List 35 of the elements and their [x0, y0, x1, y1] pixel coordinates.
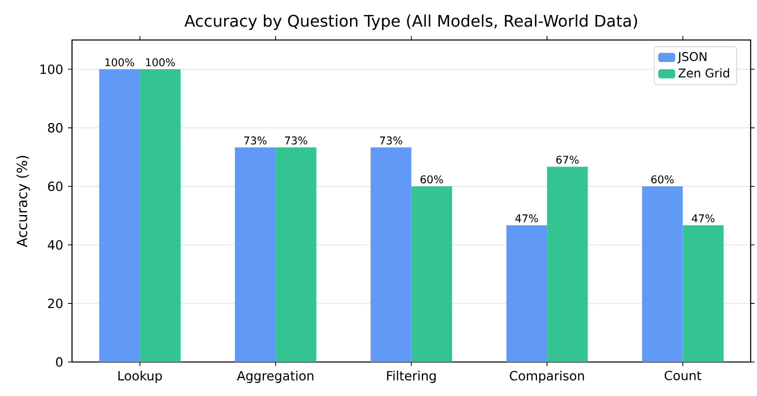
legend-label: Zen Grid: [678, 68, 730, 78]
x-tick-label: Lookup: [118, 370, 162, 383]
data-label: 60%: [651, 175, 674, 184]
y-tick-label: 0: [56, 357, 62, 367]
data-label: 100%: [105, 58, 134, 66]
bar: [99, 69, 140, 362]
bar: [682, 225, 724, 362]
legend-label: JSON: [677, 52, 706, 64]
chart-title: Accuracy by Question Type (All Models, Real-World Data): [184, 14, 638, 30]
data-label: 60%: [420, 175, 443, 184]
y-axis-title: Accuracy (%): [16, 156, 30, 248]
x-tick-label: Aggregation: [236, 370, 314, 383]
y-tick-label: 60: [48, 182, 62, 192]
data-label: 67%: [556, 156, 579, 164]
data-label: 100%: [146, 58, 175, 66]
x-tick-label: Count: [664, 370, 702, 380]
bar: [140, 69, 181, 362]
data-label: 73%: [244, 136, 266, 144]
data-label: 73%: [284, 136, 308, 144]
data-label: 47%: [515, 214, 538, 222]
bar: [276, 147, 316, 362]
data-label: 73%: [380, 136, 402, 144]
bar: [642, 186, 683, 362]
bar: [506, 225, 548, 362]
bar: [234, 147, 276, 362]
data-label: 47%: [692, 214, 714, 222]
x-tick-label: Filtering: [387, 370, 436, 383]
y-tick-label: 80: [48, 123, 62, 133]
bar: [370, 147, 412, 362]
y-tick-label: 20: [48, 298, 62, 308]
x-tick-label: Comparison: [510, 370, 584, 383]
y-tick-label: 100: [40, 64, 62, 74]
bar: [411, 186, 452, 362]
y-tick-label: 40: [48, 240, 62, 250]
bar: [547, 166, 588, 362]
